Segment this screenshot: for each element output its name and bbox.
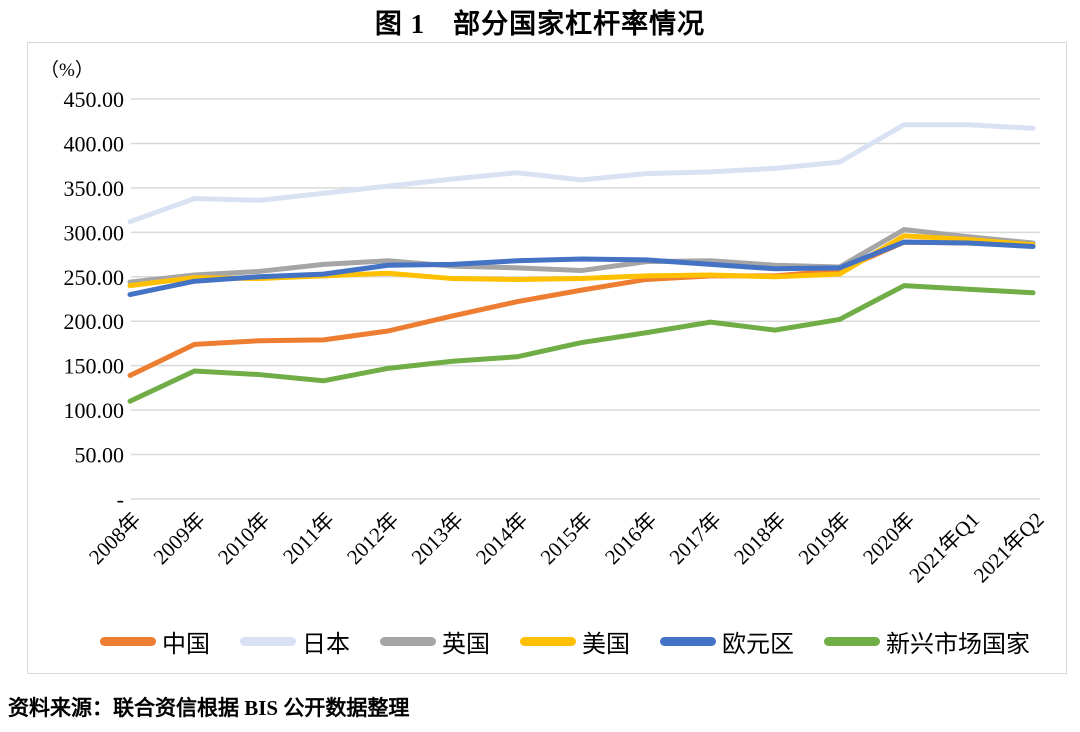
x-axis-tick-label: 2008年 — [84, 508, 146, 570]
legend-item-emerging-markets: 新兴市场国家 — [824, 624, 1030, 659]
legend-item-us: 美国 — [520, 624, 630, 659]
y-axis-tick-label: 100.00 — [64, 398, 125, 423]
y-axis-tick-label: - — [117, 487, 124, 512]
y-axis-tick-label: 200.00 — [64, 309, 125, 334]
legend-label-china: 中国 — [162, 632, 210, 658]
y-axis-tick-label: 350.00 — [64, 176, 125, 201]
legend-label-us: 美国 — [582, 632, 630, 658]
x-axis-tick-label: 2012年 — [342, 508, 404, 570]
eurozone-line — [127, 239, 1036, 298]
x-axis-tick-label: 2021年Q2 — [969, 508, 1049, 588]
source-note: 资料来源：联合资信根据 BIS 公开数据整理 — [8, 696, 410, 720]
legend-item-uk: 英国 — [380, 624, 490, 659]
x-axis-tick-label: 2015年 — [536, 508, 598, 570]
china-line — [127, 239, 1036, 378]
y-axis-tick-label: 400.00 — [64, 131, 125, 156]
x-axis-tick-label: 2011年 — [278, 508, 339, 569]
uk-line — [127, 227, 1036, 285]
legend-item-japan: 日本 — [240, 624, 350, 659]
legend-label-japan: 日本 — [302, 632, 350, 658]
y-axis-tick-label: 50.00 — [75, 443, 125, 468]
legend-label-uk: 英国 — [442, 632, 490, 658]
legend-swatch-eurozone — [660, 637, 716, 646]
page-title: 图 1 部分国家杠杆率情况 — [374, 9, 706, 39]
x-axis-tick-label: 2014年 — [471, 508, 533, 570]
legend-label-eurozone: 欧元区 — [722, 632, 794, 658]
japan-line — [127, 122, 1036, 225]
x-axis-tick-label: 2020年 — [858, 508, 920, 570]
chart-figure: （%） - 50.00 100.00 150.00 200.00 250.00 300.00… — [27, 42, 1067, 674]
x-axis-tick-label: 2019年 — [794, 508, 856, 570]
legend-item-china: 中国 — [100, 624, 210, 659]
line-chart: - 50.00 100.00 150.00 200.00 250.00 300.00 350.… — [64, 87, 1049, 588]
x-axis-tick-label: 2010年 — [213, 508, 275, 570]
x-axis-tick-label: 2017年 — [665, 508, 727, 570]
y-axis-unit-label: （%） — [40, 60, 94, 81]
emerging-markets-line — [127, 283, 1036, 404]
x-axis-tick-label: 2016年 — [600, 508, 662, 570]
chart-legend: 中国 日本 英国 美国 欧元区 新兴市场国家 — [28, 624, 1066, 659]
x-axis-tick-label: 2009年 — [149, 508, 211, 570]
legend-swatch-uk — [380, 637, 436, 646]
legend-label-emerging-markets: 新兴市场国家 — [886, 632, 1030, 658]
legend-swatch-us — [520, 637, 576, 646]
legend-item-eurozone: 欧元区 — [660, 624, 794, 659]
y-axis-tick-label: 250.00 — [64, 265, 125, 290]
y-axis-tick-label: 150.00 — [64, 354, 125, 379]
legend-swatch-emerging-markets — [824, 637, 880, 646]
x-axis-tick-label: 2021年Q1 — [904, 508, 984, 588]
legend-swatch-japan — [240, 637, 296, 646]
x-axis-tick-label: 2018年 — [729, 508, 791, 570]
y-axis-tick-label: 300.00 — [64, 220, 125, 245]
y-axis-tick-label: 450.00 — [64, 87, 125, 112]
x-axis-tick-label: 2013年 — [407, 508, 469, 570]
legend-swatch-china — [100, 637, 156, 646]
